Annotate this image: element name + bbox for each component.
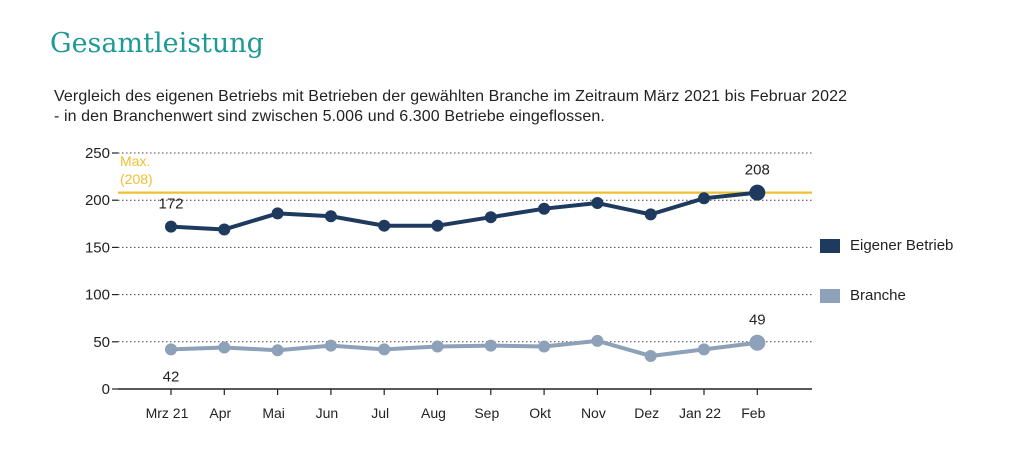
chart-subtitle: Vergleich des eigenen Betriebs mit Betri… <box>54 87 974 127</box>
data-point <box>165 343 177 356</box>
max-value-label: (208) <box>120 171 153 187</box>
x-tick-label: Mai <box>262 405 285 421</box>
data-point <box>591 334 604 347</box>
data-point <box>538 202 551 215</box>
x-tick-label: Dez <box>634 405 659 421</box>
y-tick-label: 0 <box>102 381 110 398</box>
data-point <box>378 219 391 232</box>
data-labels: 172 208 42 49 <box>158 162 769 386</box>
data-point <box>698 343 710 356</box>
data-point <box>591 197 604 210</box>
x-tick-label: Jun <box>316 405 339 421</box>
y-tick-label: 150 <box>85 239 110 256</box>
page-title: Gesamtleistung <box>50 28 264 59</box>
data-point <box>484 211 497 224</box>
data-label: 172 <box>158 196 183 213</box>
data-point <box>324 339 337 352</box>
x-tick-label: Jan 22 <box>679 405 721 421</box>
subtitle-line-2: - in den Branchenwert sind zwischen 5.00… <box>54 108 605 125</box>
data-point <box>644 349 657 362</box>
data-point <box>431 219 444 232</box>
data-label: 208 <box>745 162 770 179</box>
legend-label: Eigener Betrieb <box>850 237 953 254</box>
data-point <box>749 184 766 201</box>
data-point <box>538 340 551 353</box>
y-tick-label: 100 <box>85 287 110 304</box>
data-point <box>218 341 231 354</box>
data-point <box>431 340 444 353</box>
x-tick-label: Okt <box>529 405 551 421</box>
x-tick-label: Nov <box>581 405 606 421</box>
data-point <box>378 343 391 356</box>
series-group <box>165 184 766 362</box>
data-label: 49 <box>749 312 766 329</box>
x-tick-label: Apr <box>209 405 231 421</box>
subtitle-line-1: Vergleich des eigenen Betriebs mit Betri… <box>54 88 848 105</box>
x-tick-label: Sep <box>474 405 499 421</box>
data-point <box>271 344 284 357</box>
data-point <box>644 208 657 221</box>
data-point <box>218 223 231 236</box>
data-point <box>165 220 177 233</box>
x-tick-label: Jul <box>371 405 389 421</box>
y-axis-ticks: 0 50 100 150 200 250 <box>85 145 118 398</box>
data-point <box>324 210 337 223</box>
data-point <box>749 334 766 351</box>
x-tick-label: Feb <box>741 405 765 421</box>
legend: Eigener Betrieb Branche <box>820 237 953 304</box>
data-point <box>698 192 710 205</box>
legend-label: Branche <box>850 287 906 304</box>
y-tick-label: 50 <box>93 334 110 351</box>
max-label: Max. <box>120 153 150 169</box>
data-point <box>484 339 497 352</box>
x-tick-label: Mrz 21 <box>146 405 189 421</box>
legend-swatch <box>820 239 840 253</box>
series-line-branche <box>170 338 758 358</box>
x-tick-label: Aug <box>421 405 446 421</box>
data-label: 42 <box>163 368 180 385</box>
legend-swatch <box>820 289 840 303</box>
grid-lines <box>118 152 812 343</box>
data-point <box>271 207 284 220</box>
reference-line: Max. (208) <box>118 153 812 194</box>
y-tick-label: 250 <box>85 145 110 162</box>
series-line-eigener-betrieb <box>170 190 758 232</box>
y-tick-label: 200 <box>85 192 110 209</box>
x-axis: Mrz 21 Apr Mai Jun Jul Aug Sep Okt Nov Dez Jan 22 F… <box>118 388 812 421</box>
